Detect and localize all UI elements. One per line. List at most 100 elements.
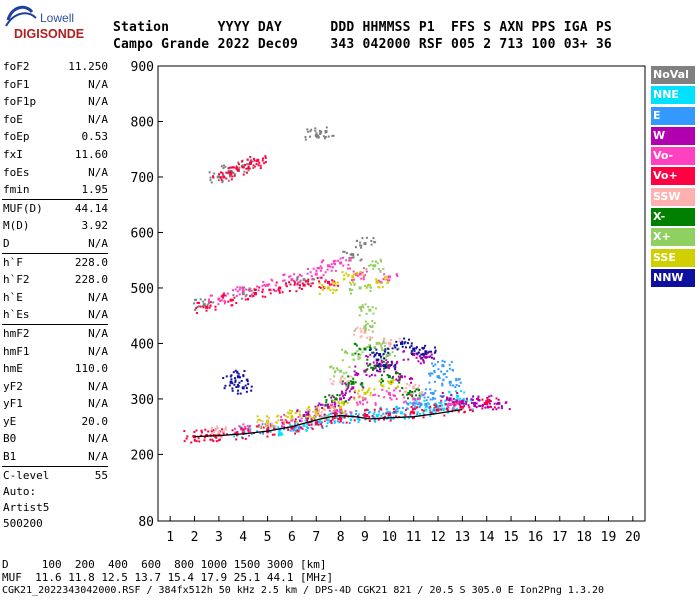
data-point	[395, 415, 398, 418]
data-point	[220, 436, 223, 439]
data-point	[428, 350, 431, 353]
data-point	[371, 306, 374, 309]
data-point	[224, 294, 227, 297]
data-point	[394, 406, 397, 409]
data-point	[359, 353, 362, 356]
data-point	[383, 396, 386, 399]
data-point	[337, 418, 340, 421]
data-point	[383, 276, 386, 279]
data-point	[292, 279, 295, 282]
data-point	[208, 306, 211, 309]
data-point	[318, 282, 321, 285]
param-row: foE N/A	[0, 111, 112, 129]
data-point	[377, 418, 380, 421]
data-point	[233, 435, 236, 438]
data-point	[310, 282, 313, 285]
header-label: PS	[595, 20, 612, 35]
data-point	[216, 175, 219, 178]
data-point	[347, 375, 350, 378]
data-point	[441, 364, 445, 368]
data-point	[488, 395, 491, 398]
data-point	[233, 383, 236, 386]
data-point	[395, 370, 398, 373]
data-point	[353, 284, 356, 287]
data-point	[266, 419, 270, 423]
data-point	[394, 363, 397, 366]
data-point	[318, 267, 321, 270]
data-point	[431, 362, 434, 365]
data-point	[419, 402, 422, 405]
data-point	[318, 402, 321, 405]
data-point	[365, 369, 368, 372]
data-point	[418, 401, 421, 404]
param-row: h`E N/A	[0, 289, 112, 307]
data-point	[268, 283, 271, 286]
data-point	[379, 282, 382, 285]
data-point	[331, 266, 334, 269]
data-point	[428, 355, 431, 358]
data-point	[307, 278, 310, 281]
data-point	[376, 364, 379, 367]
data-point	[435, 408, 438, 411]
data-point	[206, 305, 209, 308]
data-point	[295, 279, 298, 282]
data-point	[318, 410, 321, 413]
data-point	[214, 308, 217, 311]
data-point	[277, 288, 280, 291]
data-point	[330, 269, 333, 272]
data-point	[194, 308, 197, 311]
data-point	[233, 377, 236, 380]
data-point	[353, 396, 356, 399]
data-point	[232, 289, 235, 292]
data-point	[403, 413, 406, 416]
data-point	[246, 425, 249, 428]
data-point	[222, 432, 225, 435]
data-point	[450, 360, 453, 363]
data-point	[368, 264, 371, 267]
data-point	[374, 241, 377, 244]
header-label: PPS	[531, 20, 556, 35]
data-point	[204, 298, 207, 301]
data-point	[304, 136, 307, 139]
data-point	[369, 286, 372, 289]
data-point	[209, 179, 212, 182]
data-point	[392, 417, 395, 420]
data-point	[331, 279, 334, 282]
data-point	[298, 426, 301, 429]
data-point	[269, 288, 272, 291]
data-point	[354, 272, 357, 275]
data-point	[350, 383, 353, 386]
data-point	[225, 177, 228, 180]
data-point	[386, 361, 389, 364]
data-point	[201, 305, 204, 308]
data-point	[299, 415, 302, 418]
data-point	[465, 397, 468, 400]
param-label: foF1	[3, 77, 30, 91]
data-point	[329, 289, 332, 292]
param-value: N/A	[88, 432, 108, 446]
data-point	[236, 383, 239, 386]
header-label: FFS	[451, 20, 476, 35]
data-point	[380, 260, 383, 263]
data-point	[370, 366, 373, 369]
data-point	[283, 279, 286, 282]
data-point	[451, 401, 454, 404]
data-point	[354, 381, 357, 384]
data-point	[430, 353, 433, 356]
data-point	[342, 403, 345, 406]
data-point	[249, 160, 252, 163]
data-point	[470, 401, 473, 404]
data-point	[485, 403, 488, 406]
data-point	[460, 400, 464, 404]
data-point	[205, 309, 208, 312]
data-point	[362, 414, 365, 417]
data-point	[306, 128, 309, 131]
data-point	[224, 165, 227, 168]
param-label: yF1	[3, 397, 23, 411]
data-point	[290, 419, 293, 422]
data-point	[441, 382, 444, 385]
data-point	[419, 357, 422, 360]
data-point	[365, 312, 368, 315]
data-point	[341, 415, 344, 418]
param-label: foEp	[3, 130, 30, 144]
